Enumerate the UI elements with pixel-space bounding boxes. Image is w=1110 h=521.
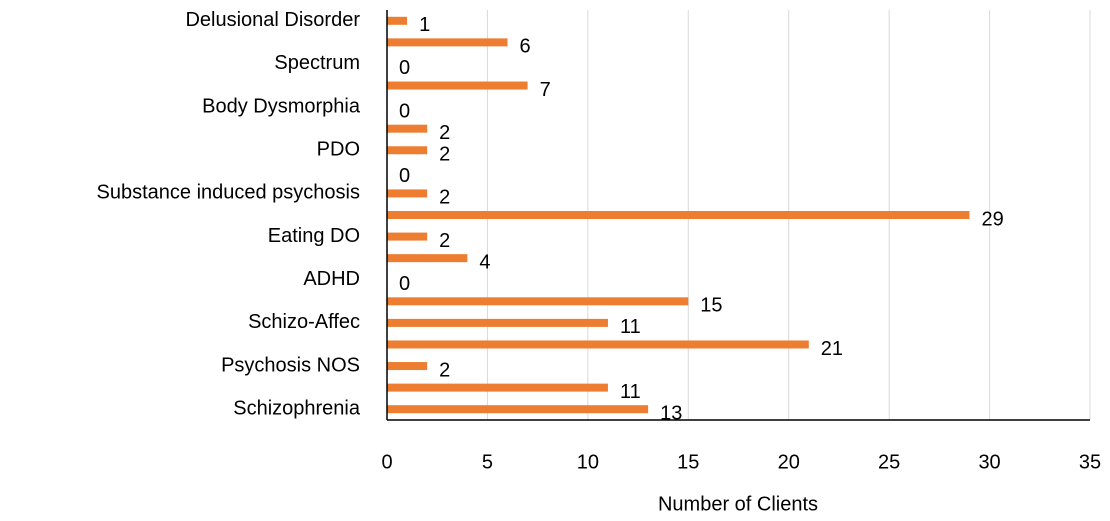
bar	[387, 38, 508, 47]
data-label: 0	[399, 273, 410, 295]
y-tick-label: Substance induced psychosis	[97, 182, 361, 204]
bar	[387, 405, 649, 414]
data-label: 0	[399, 165, 410, 187]
data-label: 4	[479, 251, 490, 273]
data-label: 6	[520, 36, 531, 58]
data-label: 29	[981, 208, 1003, 230]
data-label: 15	[700, 295, 722, 317]
data-label: 0	[399, 57, 410, 79]
bar	[387, 146, 428, 155]
bar	[387, 254, 468, 263]
bar	[387, 189, 428, 198]
y-tick-label: ADHD	[303, 268, 360, 290]
x-tick-label: 30	[978, 451, 1000, 473]
x-tick-label: 0	[381, 451, 392, 473]
bar	[387, 340, 809, 349]
data-label: 11	[620, 316, 641, 338]
data-label: 1	[419, 14, 430, 36]
bar	[387, 232, 428, 241]
bar	[387, 383, 608, 392]
y-tick-label: Schizo-Affec	[248, 311, 360, 333]
bar	[387, 81, 528, 90]
y-tick-label: Schizophrenia	[233, 397, 361, 419]
y-tick-label: Spectrum	[274, 52, 360, 74]
data-label: 2	[439, 187, 450, 209]
y-tick-label: Body Dysmorphia	[202, 95, 361, 117]
x-axis-label: Number of Clients	[658, 493, 818, 515]
x-tick-label: 35	[1079, 451, 1101, 473]
data-label: 7	[540, 79, 551, 101]
y-tick-label: PDO	[317, 139, 360, 161]
x-tick-label: 5	[482, 451, 493, 473]
data-label: 21	[821, 338, 843, 360]
bar	[387, 124, 428, 133]
bar	[387, 318, 608, 327]
data-label: 11	[620, 381, 641, 403]
x-tick-label: 20	[778, 451, 800, 473]
bar	[387, 297, 689, 306]
data-label: 13	[660, 402, 682, 424]
x-tick-label: 15	[677, 451, 699, 473]
y-tick-label: Psychosis NOS	[221, 354, 360, 376]
bar	[387, 16, 408, 25]
data-label: 0	[399, 100, 410, 122]
data-label: 2	[439, 359, 450, 381]
x-tick-label: 25	[878, 451, 900, 473]
data-label: 2	[439, 122, 450, 144]
bar	[387, 211, 970, 219]
y-tick-label: Eating DO	[268, 225, 360, 247]
data-label: 2	[439, 230, 450, 252]
y-tick-label: Delusional Disorder	[185, 9, 360, 31]
x-tick-label: 10	[577, 451, 599, 473]
bar	[387, 362, 428, 371]
data-label: 2	[439, 144, 450, 166]
